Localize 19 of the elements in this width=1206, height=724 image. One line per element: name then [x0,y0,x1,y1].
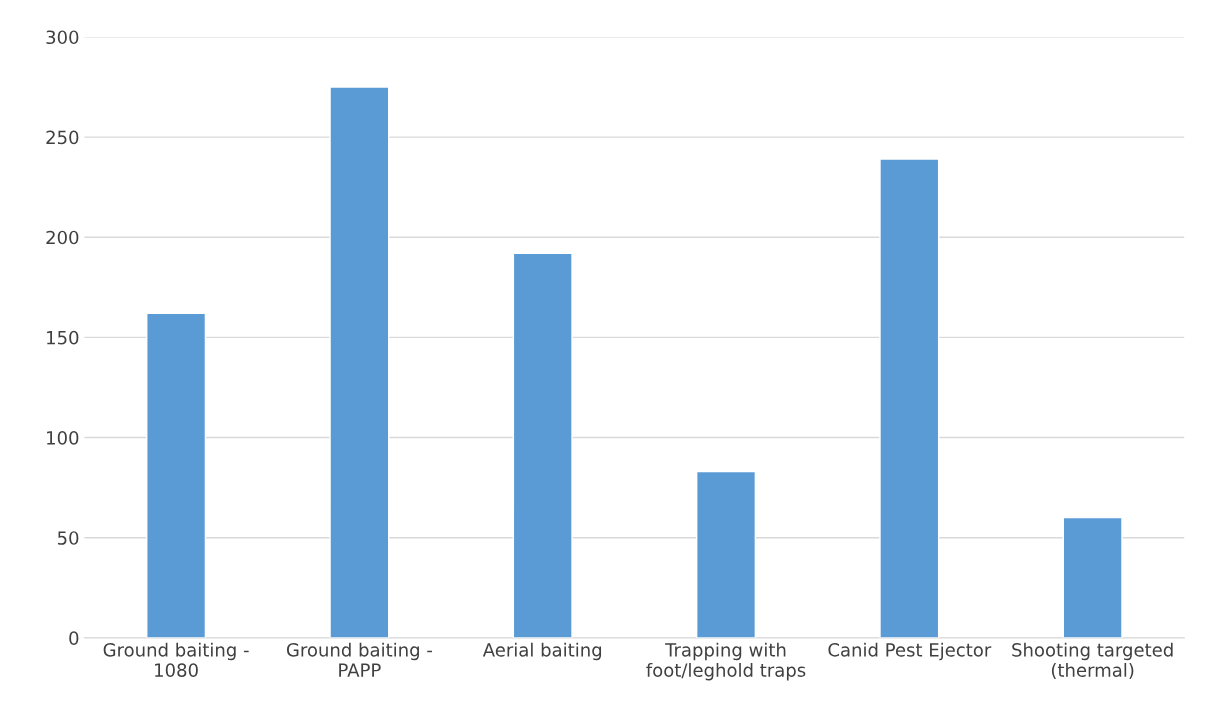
y-tick-label: 50 [57,531,79,545]
x-tick-label: Shooting targeted (thermal) [1012,642,1173,680]
bar [1062,516,1123,638]
bar [329,86,390,638]
x-tick-label: Ground baiting - PAPP [286,642,432,677]
bar [879,158,940,638]
y-tick-label: 100 [47,431,79,445]
y-tick-label: 300 [46,30,79,45]
y-tick-label: 250 [46,130,79,145]
x-tick-label: Canid Pest Ejector [828,642,992,661]
y-tick-label: 150 [47,330,79,345]
y-tick-label: 0 [69,631,79,645]
bar [512,252,573,638]
x-tick-label: Aerial baiting [482,642,602,661]
x-tick-label: Ground baiting - 1080 [103,642,249,677]
bar [146,312,207,638]
bar [695,470,757,638]
y-tick-label: 200 [46,230,79,245]
x-tick-label: Trapping with foot/leghold traps [646,642,806,681]
